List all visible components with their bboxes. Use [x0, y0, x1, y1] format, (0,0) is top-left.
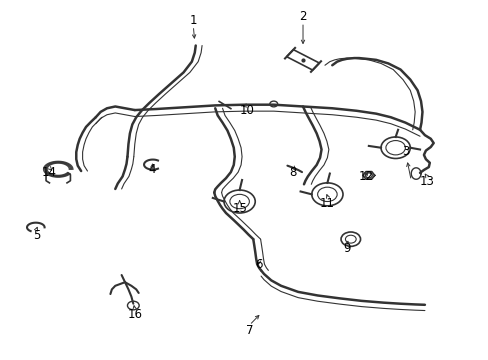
Text: 10: 10	[239, 104, 254, 117]
Text: 13: 13	[419, 175, 434, 188]
Text: 7: 7	[245, 324, 253, 337]
Text: 4: 4	[148, 163, 155, 176]
Text: 2: 2	[299, 10, 306, 23]
Text: 12: 12	[358, 170, 373, 183]
Text: 9: 9	[343, 242, 350, 255]
Text: 6: 6	[255, 258, 263, 271]
Text: 5: 5	[34, 229, 41, 242]
Text: 16: 16	[127, 308, 142, 321]
Text: 14: 14	[42, 166, 57, 179]
Text: 1: 1	[189, 14, 197, 27]
Text: 15: 15	[232, 202, 246, 215]
Text: 3: 3	[401, 145, 408, 158]
Text: 11: 11	[319, 197, 334, 210]
Text: 8: 8	[289, 166, 296, 179]
